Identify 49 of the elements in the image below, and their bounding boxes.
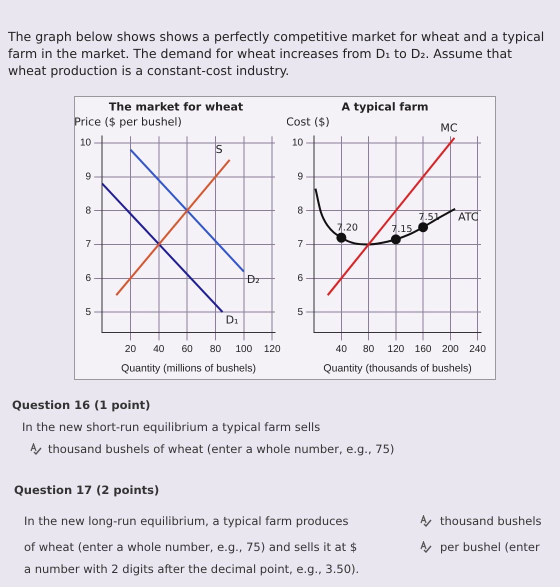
x-tick-label: 100: [235, 344, 253, 356]
series-label: S: [216, 143, 223, 156]
series-label: MC: [440, 121, 458, 134]
x-tick-label: 120: [388, 344, 405, 356]
text: Question 16 (1 point): [12, 398, 150, 412]
text: Question 17 (2 points): [14, 483, 160, 497]
y-tick-label: 10: [80, 138, 92, 149]
y-tick-label: 8: [298, 205, 304, 216]
line-series: [314, 188, 456, 246]
x-tick-label: 240: [469, 344, 486, 356]
series-label: ATC: [458, 210, 479, 224]
data-label: 7.15: [391, 224, 412, 236]
y-tick-label: 6: [86, 273, 92, 284]
y-tick-label: 5: [86, 306, 92, 318]
x-tick-label: 60: [182, 344, 194, 356]
y-tick-label: 5: [298, 306, 304, 318]
text: In the new long-run equilibrium, a typical farm produces: [24, 514, 348, 528]
y-axis-title: Price ($ per bushel): [74, 116, 182, 129]
x-tick-label: 40: [336, 344, 348, 356]
x-tick-label: 160: [414, 344, 432, 356]
text: a number with 2 digits after the decimal point, e.g., 3.50).: [24, 562, 360, 576]
y-tick-label: 6: [298, 273, 304, 284]
y-tick-label: 10: [292, 138, 304, 149]
y-tick-label: 8: [86, 205, 92, 216]
x-tick-label: 80: [363, 344, 375, 356]
x-tick-label: 120: [264, 344, 281, 356]
y-tick-label: 9: [298, 172, 304, 183]
x-tick-label: 200: [442, 344, 460, 356]
text: of wheat (enter a whole number, e.g., 75) and sells it at $: [24, 540, 358, 554]
x-axis-title: Quantity (thousands of bushels): [323, 362, 472, 375]
x-axis-title: Quantity (millions of bushels): [121, 362, 256, 375]
y-axis-title: Cost ($): [286, 116, 330, 129]
chart-title: The market for wheat: [108, 100, 244, 114]
text: The graph below shows shows a perfectly competitive market for wheat and a typical farm in the market. The demand for wheat increases from D₁ to D₂. Assume that wheat production is a constant-cost industry.: [8, 28, 546, 79]
text: In the new short-run equilibrium a typical farm sells: [22, 420, 320, 434]
data-label: 7.51: [418, 212, 440, 223]
x-tick-label: 20: [124, 344, 136, 356]
chart-title: A typical farm: [341, 100, 429, 114]
series-label: D₂: [246, 272, 260, 286]
y-tick-label: 9: [86, 172, 92, 183]
text: thousand bushels: [440, 514, 542, 528]
text: thousand bushels of wheat (enter a whole number, e.g., 75): [48, 442, 394, 456]
data-label: 7.20: [336, 222, 358, 234]
x-tick-label: 40: [153, 344, 165, 356]
series-label: D₁: [226, 313, 238, 326]
y-tick-label: 7: [86, 239, 92, 250]
text: per bushel (enter: [440, 540, 540, 554]
x-tick-label: 80: [210, 344, 222, 356]
y-tick-label: 7: [298, 239, 304, 250]
